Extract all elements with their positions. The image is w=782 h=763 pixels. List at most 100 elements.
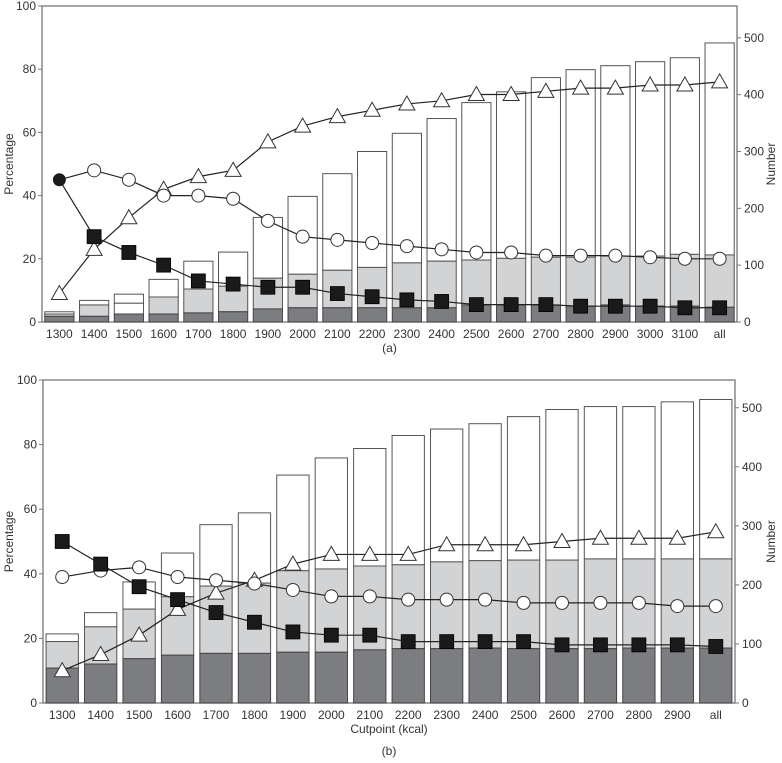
data-point-circle: [631, 595, 646, 610]
y2-tick-label: 300: [744, 144, 764, 158]
bar-segment-top: [496, 91, 527, 259]
data-point-triangle: [630, 529, 648, 545]
data-point-triangle: [91, 645, 110, 662]
y-axis-title: Percentage: [2, 510, 16, 572]
y-tick-label: 40: [23, 189, 37, 203]
data-point-triangle: [168, 600, 187, 616]
data-point-triangle: [120, 208, 138, 225]
data-point-square: [677, 300, 693, 316]
data-point-square: [434, 294, 450, 309]
y2-tick-label: 100: [744, 258, 764, 272]
bar-segment-bottom: [468, 647, 502, 704]
y-axis-title: Percentage: [2, 133, 16, 195]
data-point-square: [208, 605, 224, 620]
x-tick-label: 2800: [567, 327, 594, 341]
bar-segment-top: [148, 278, 179, 298]
bar-segment-bottom: [84, 663, 118, 704]
data-point-square: [93, 556, 109, 572]
data-point-triangle: [467, 85, 486, 101]
data-point-square: [468, 297, 484, 313]
x-tick-label: 1800: [220, 327, 247, 341]
bar-segment-bottom: [183, 312, 214, 323]
data-point-circle: [132, 560, 147, 575]
y2-tick-label: 0: [744, 315, 751, 329]
bar-segment-bottom: [583, 648, 618, 704]
bar-segment-bottom: [545, 648, 579, 704]
x-tick-label: all: [714, 327, 726, 341]
data-point-triangle: [514, 535, 533, 552]
bar-segment-middle: [148, 296, 179, 315]
bar-segment-bottom: [287, 307, 318, 323]
bar-segment-bottom: [391, 648, 425, 704]
data-point-square: [54, 534, 70, 549]
bar-segment-bottom: [44, 315, 75, 323]
series-line-triangle: [58, 81, 720, 294]
data-point-square: [364, 289, 380, 305]
x-tick-label: 2000: [318, 708, 345, 722]
bar-segment-middle: [183, 288, 214, 314]
bar-segment-middle: [113, 302, 144, 315]
x-tick-label: 2200: [395, 708, 422, 722]
data-point-square: [538, 297, 554, 313]
data-point-triangle: [591, 529, 610, 545]
data-point-triangle: [641, 75, 659, 92]
data-point-triangle: [398, 94, 416, 111]
data-point-triangle: [676, 75, 694, 92]
data-point-circle: [593, 595, 608, 610]
x-tick-label: 1300: [49, 708, 76, 722]
y-tick-label: 60: [24, 502, 38, 516]
data-point-circle: [399, 239, 414, 254]
x-tick-label: 1900: [255, 327, 282, 341]
data-point-circle: [330, 232, 345, 247]
data-point-square: [247, 614, 262, 630]
bar-segment-top: [600, 65, 631, 257]
bar-segment-top: [276, 474, 310, 572]
bar-segment-top: [426, 118, 457, 262]
bar-segment-bottom: [622, 647, 656, 704]
x-tick-label: 2300: [394, 327, 421, 341]
y-tick-label: 0: [29, 315, 36, 329]
data-point-square: [131, 579, 147, 595]
data-point-circle: [439, 592, 454, 607]
data-point-circle: [87, 163, 102, 178]
data-point-triangle: [85, 240, 103, 256]
bar-segment-top: [461, 102, 492, 261]
data-point-triangle: [571, 79, 590, 95]
data-point-circle: [260, 213, 275, 228]
x-tick-label: 2700: [533, 327, 560, 341]
y-tick-label: 0: [30, 696, 37, 710]
data-point-square: [170, 592, 185, 608]
data-point-circle: [121, 172, 136, 187]
data-point-circle: [608, 248, 623, 263]
data-point-triangle: [322, 545, 341, 561]
data-point-triangle: [437, 535, 456, 552]
y-tick-label: 60: [23, 125, 37, 139]
bar-segment-bottom: [506, 648, 541, 704]
data-point-circle: [285, 582, 300, 597]
data-point-triangle: [189, 167, 208, 184]
data-point-circle: [191, 188, 206, 203]
data-point-circle: [226, 191, 241, 206]
data-point-circle: [538, 248, 553, 263]
bar-segment-bottom: [426, 307, 457, 323]
x-tick-label: 3100: [672, 327, 699, 341]
bar-segment-top: [565, 69, 596, 258]
bar-segment-top: [113, 293, 144, 304]
bar-segment-middle: [79, 304, 110, 317]
data-point-triangle: [284, 555, 302, 571]
y2-tick-label: 300: [742, 519, 762, 533]
data-point-circle: [362, 589, 377, 604]
x-tick-label: 1900: [280, 708, 307, 722]
data-point-square: [503, 297, 519, 313]
data-point-square: [190, 273, 206, 289]
data-point-circle: [55, 570, 70, 585]
data-point-circle: [712, 251, 727, 266]
plot-frame: [41, 5, 738, 323]
data-point-circle: [573, 248, 588, 263]
data-point-triangle: [53, 661, 72, 678]
y2-tick-label: 100: [742, 637, 762, 651]
x-tick-label: 1700: [203, 708, 230, 722]
data-point-triangle: [432, 91, 451, 108]
bar-segment-top: [530, 77, 561, 258]
